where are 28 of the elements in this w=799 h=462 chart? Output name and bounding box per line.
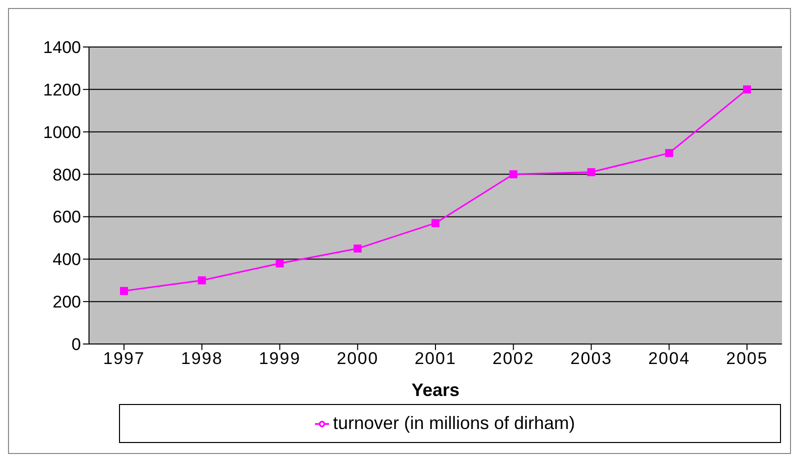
y-tick-label: 1000 bbox=[43, 122, 81, 142]
y-tick-label: 800 bbox=[52, 165, 81, 184]
point bbox=[509, 170, 518, 178]
point bbox=[276, 259, 284, 268]
legend-label: turnover (in millions of dirham) bbox=[332, 413, 576, 433]
x-tick-label: 1999 bbox=[258, 349, 301, 368]
x-axis-title: Years bbox=[411, 380, 460, 400]
y-tick-label: 1200 bbox=[43, 80, 81, 100]
y-tick-label: 200 bbox=[52, 292, 81, 312]
point bbox=[120, 286, 128, 295]
x-tick-label: 2003 bbox=[570, 349, 612, 368]
point bbox=[354, 244, 362, 253]
point bbox=[432, 219, 440, 228]
x-tick-label: 2001 bbox=[414, 349, 456, 368]
y-tick-label: 1400 bbox=[43, 38, 81, 58]
y-tick-label: 400 bbox=[52, 250, 81, 270]
y-tick-label: 0 bbox=[72, 335, 81, 354]
point bbox=[743, 85, 751, 94]
point bbox=[587, 168, 596, 176]
x-tick-label: 1997 bbox=[103, 349, 145, 368]
x-tick-label: 2005 bbox=[726, 349, 768, 368]
x-tick-label: 2002 bbox=[492, 349, 534, 368]
point bbox=[665, 149, 674, 158]
x-tick-label: 2004 bbox=[648, 349, 690, 368]
x-tick-label: 2000 bbox=[336, 349, 379, 368]
x-tick-label: 1998 bbox=[180, 349, 223, 368]
y-tick-label: 600 bbox=[52, 208, 81, 227]
point bbox=[198, 276, 206, 284]
